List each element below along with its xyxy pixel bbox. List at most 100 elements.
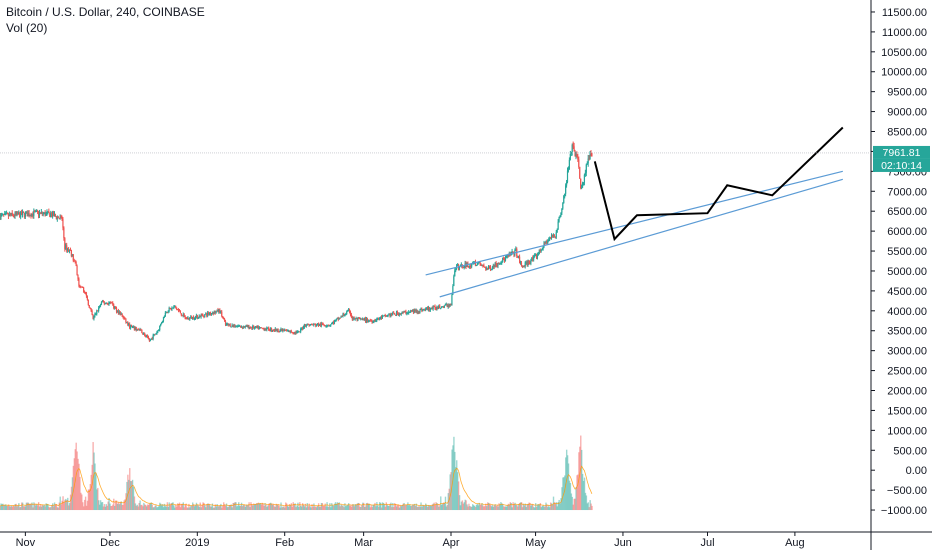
volume-bar: [551, 504, 554, 511]
volume-bar: [422, 504, 424, 511]
candle-body: [504, 257, 507, 261]
volume-bar: [5, 505, 8, 511]
candle-body: [229, 324, 231, 327]
volume-bar: [109, 503, 111, 511]
candle-body: [375, 320, 377, 322]
candle-body: [316, 323, 319, 326]
volume-bar: [90, 474, 92, 511]
candle-body: [134, 327, 136, 330]
volume-bar: [409, 504, 411, 511]
volume-bar: [32, 507, 34, 511]
volume-bar: [523, 505, 526, 511]
volume-bar: [120, 501, 123, 511]
volume-bar: [515, 504, 517, 511]
volume-bar: [483, 506, 485, 511]
candle-body: [73, 260, 75, 262]
candle-body: [243, 326, 245, 328]
candle-body: [405, 311, 407, 314]
candle-body: [187, 317, 189, 320]
candle-body: [191, 316, 193, 319]
candle-body: [330, 324, 332, 326]
candle-body: [390, 313, 392, 316]
candle-body: [502, 257, 504, 263]
candle-body: [89, 307, 91, 309]
candle-body: [35, 210, 37, 212]
candle-body: [183, 314, 185, 316]
candle-body: [88, 305, 90, 308]
volume-bar: [259, 502, 262, 511]
time-tick-label: Feb: [275, 537, 294, 549]
candle-body: [264, 329, 266, 331]
candle-body: [282, 329, 284, 331]
candle-body: [343, 314, 345, 316]
volume-bar: [160, 503, 162, 511]
volume-bar: [543, 506, 545, 511]
candle-body: [468, 266, 470, 268]
candle-body: [281, 328, 283, 331]
volume-bar: [6, 505, 9, 511]
candle-body: [331, 323, 333, 325]
volume-bar: [326, 502, 328, 511]
volume-bar: [1, 504, 3, 511]
candle-body: [507, 255, 509, 257]
volume-bar: [467, 506, 469, 511]
volume-bar: [130, 481, 132, 511]
volume-bar: [399, 505, 402, 511]
price-tick-label: −1000.00: [881, 505, 927, 517]
volume-bar: [242, 504, 245, 511]
volume-bar: [511, 507, 513, 511]
candle-body: [254, 327, 256, 329]
candle-body: [173, 306, 175, 308]
volume-bar: [324, 503, 326, 511]
volume-bar: [444, 496, 447, 511]
candle-body: [327, 325, 329, 327]
candle-body: [61, 216, 63, 220]
volume-bar: [414, 506, 417, 511]
volume-bar: [432, 503, 434, 511]
volume-bar: [198, 507, 200, 511]
volume-bar: [544, 506, 546, 511]
candle-body: [214, 311, 216, 313]
volume-bar: [562, 477, 564, 511]
candle-body: [260, 327, 262, 329]
candle-body: [365, 318, 368, 322]
volume-bar: [589, 500, 591, 511]
volume-bar: [204, 505, 206, 511]
candle-body: [223, 319, 226, 322]
candle-body: [21, 211, 23, 215]
volume-bar: [500, 502, 502, 511]
volume-bar: [219, 505, 221, 511]
candle-body: [75, 262, 77, 266]
volume-bar: [283, 506, 285, 511]
price-tick-label: 9000.00: [887, 107, 927, 119]
candle-body: [232, 324, 234, 326]
candle-body: [133, 326, 135, 330]
candle-body: [443, 305, 446, 308]
volume-bar: [36, 505, 39, 511]
volume-bar: [331, 503, 333, 511]
candle-body: [225, 324, 228, 326]
candle-body: [425, 307, 428, 310]
volume-bar: [490, 506, 493, 511]
candle-body: [182, 314, 184, 316]
candle-body: [144, 333, 146, 336]
candle-body: [26, 211, 28, 217]
candle-body: [30, 215, 32, 217]
volume-bar: [541, 506, 543, 511]
candle-body: [499, 263, 501, 265]
volume-bar: [221, 507, 223, 511]
candle-body: [104, 303, 106, 305]
candle-body: [393, 312, 395, 314]
candle-body: [341, 315, 343, 317]
candle-body: [456, 264, 459, 266]
price-tick-label: 3500.00: [887, 326, 927, 338]
volume-bar: [76, 451, 78, 511]
volume-bar: [518, 502, 521, 511]
volume-bar: [429, 505, 432, 511]
volume-bar: [40, 506, 43, 511]
candle-body: [5, 213, 7, 215]
candle-body: [34, 211, 36, 213]
volume-bar: [400, 506, 403, 511]
